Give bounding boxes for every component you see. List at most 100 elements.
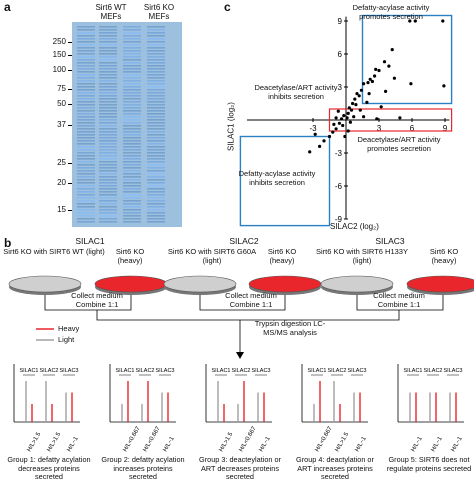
scatter-point (354, 103, 358, 107)
gel-band (123, 65, 141, 67)
gel-band (147, 35, 165, 37)
panel-c-letter: c (224, 0, 231, 14)
gel-band (147, 134, 165, 136)
gel-band (99, 95, 117, 97)
gel-band (77, 197, 95, 199)
gel-band (147, 194, 165, 196)
gel-band (99, 140, 117, 142)
gel-band (77, 98, 95, 100)
combine-line (96, 310, 400, 321)
gel-band (123, 212, 141, 214)
gel-band (147, 167, 165, 169)
group-5-caption: Group 5: SIRT6 does not regulate protein… (386, 455, 472, 473)
gel-band (77, 80, 95, 82)
x-tick-label: 6 (410, 124, 415, 133)
gel-band (99, 89, 117, 91)
gel-band (123, 149, 141, 151)
gel-band (99, 158, 117, 160)
gel-band (123, 104, 141, 106)
gel-band (77, 140, 95, 142)
gel-band (99, 149, 117, 151)
scatter-point (390, 48, 394, 52)
gel-band (77, 116, 95, 118)
gel-band (147, 32, 165, 34)
merge-line (356, 295, 444, 311)
gel-background (72, 22, 182, 227)
lane-ko-label: Sirt6 KO MEFs (143, 3, 175, 21)
ratio-label: H/L<0.667 (315, 425, 334, 453)
gel-lane (77, 26, 95, 223)
scatter-point (337, 121, 341, 125)
gel-band (77, 206, 95, 208)
ratio-label: H/L~1 (355, 435, 369, 453)
gel-band (77, 146, 95, 148)
col-label: SILAC2 (232, 368, 251, 374)
scatter-point (370, 79, 374, 84)
ratio-label: H/L>1.5 (47, 431, 63, 453)
gel-band (99, 182, 117, 184)
gel-band (99, 113, 117, 115)
gel-band (77, 188, 95, 190)
box-bottom-left (239, 135, 331, 227)
gel-lane (99, 26, 117, 223)
gel-band (147, 119, 165, 121)
x-tick-label: 3 (377, 124, 382, 133)
gel-band (77, 50, 95, 52)
gel-band (147, 218, 165, 220)
gel-band (77, 155, 95, 157)
gel-band (147, 125, 165, 127)
gel-band (99, 209, 117, 211)
gel-band (77, 113, 95, 115)
gel-band (99, 170, 117, 172)
gel-band (77, 101, 95, 103)
gel-band (99, 92, 117, 94)
gel-band (99, 155, 117, 157)
dish-silac1-heavy (94, 275, 168, 293)
merge-line (44, 295, 132, 311)
gel-band (123, 209, 141, 211)
gel-band (147, 209, 165, 211)
gel-band (99, 59, 117, 61)
group-panel: SILAC1 H/L>1.5 SILAC2 H/L>1.5 SILAC3 H/L~1 (13, 364, 80, 453)
gel-band (77, 26, 95, 28)
scatter-point (346, 111, 350, 115)
gel-band (147, 77, 165, 79)
x-axis-label: SILAC2 (log₂) (330, 222, 379, 231)
mw-marker: 150 (52, 50, 66, 59)
gel-band (99, 71, 117, 73)
mw-marker: 25 (57, 158, 66, 167)
col-label: SILAC1 (308, 368, 327, 374)
gel-band (77, 179, 95, 181)
silac2-heavy-label: Sirt6 KO (heavy) (267, 247, 297, 265)
gel-band (99, 104, 117, 106)
gel-band (123, 41, 141, 43)
gel-band (147, 191, 165, 193)
gel-band (123, 146, 141, 148)
gel-band (99, 188, 117, 190)
label-right: Deacetylase/ART activity promotes secret… (357, 135, 441, 153)
gel-band (99, 56, 117, 58)
scatter-point (373, 74, 377, 78)
gel-band (147, 143, 165, 145)
scatter-point (441, 19, 445, 23)
scatter-point (375, 117, 379, 121)
gel-band (99, 32, 117, 34)
scatter-point (357, 94, 361, 98)
gel-band (77, 167, 95, 169)
gel-band (77, 164, 95, 166)
gel-band (99, 203, 117, 205)
gel-band (77, 143, 95, 145)
ratio-label: H/L~1 (411, 435, 425, 453)
gel-band (147, 203, 165, 205)
scatter-point (368, 77, 372, 81)
scatter-point (342, 114, 346, 118)
ratio-label: H/L>1.5 (27, 431, 43, 453)
gel-band (77, 65, 95, 67)
gel-band (99, 62, 117, 64)
collect-step-2: Collect medium Combine 1:1 (225, 291, 277, 309)
gel-band (99, 110, 117, 112)
gel-band (99, 35, 117, 37)
gel-band (147, 101, 165, 103)
scatter-point (345, 116, 349, 120)
scatter-point (331, 130, 335, 134)
